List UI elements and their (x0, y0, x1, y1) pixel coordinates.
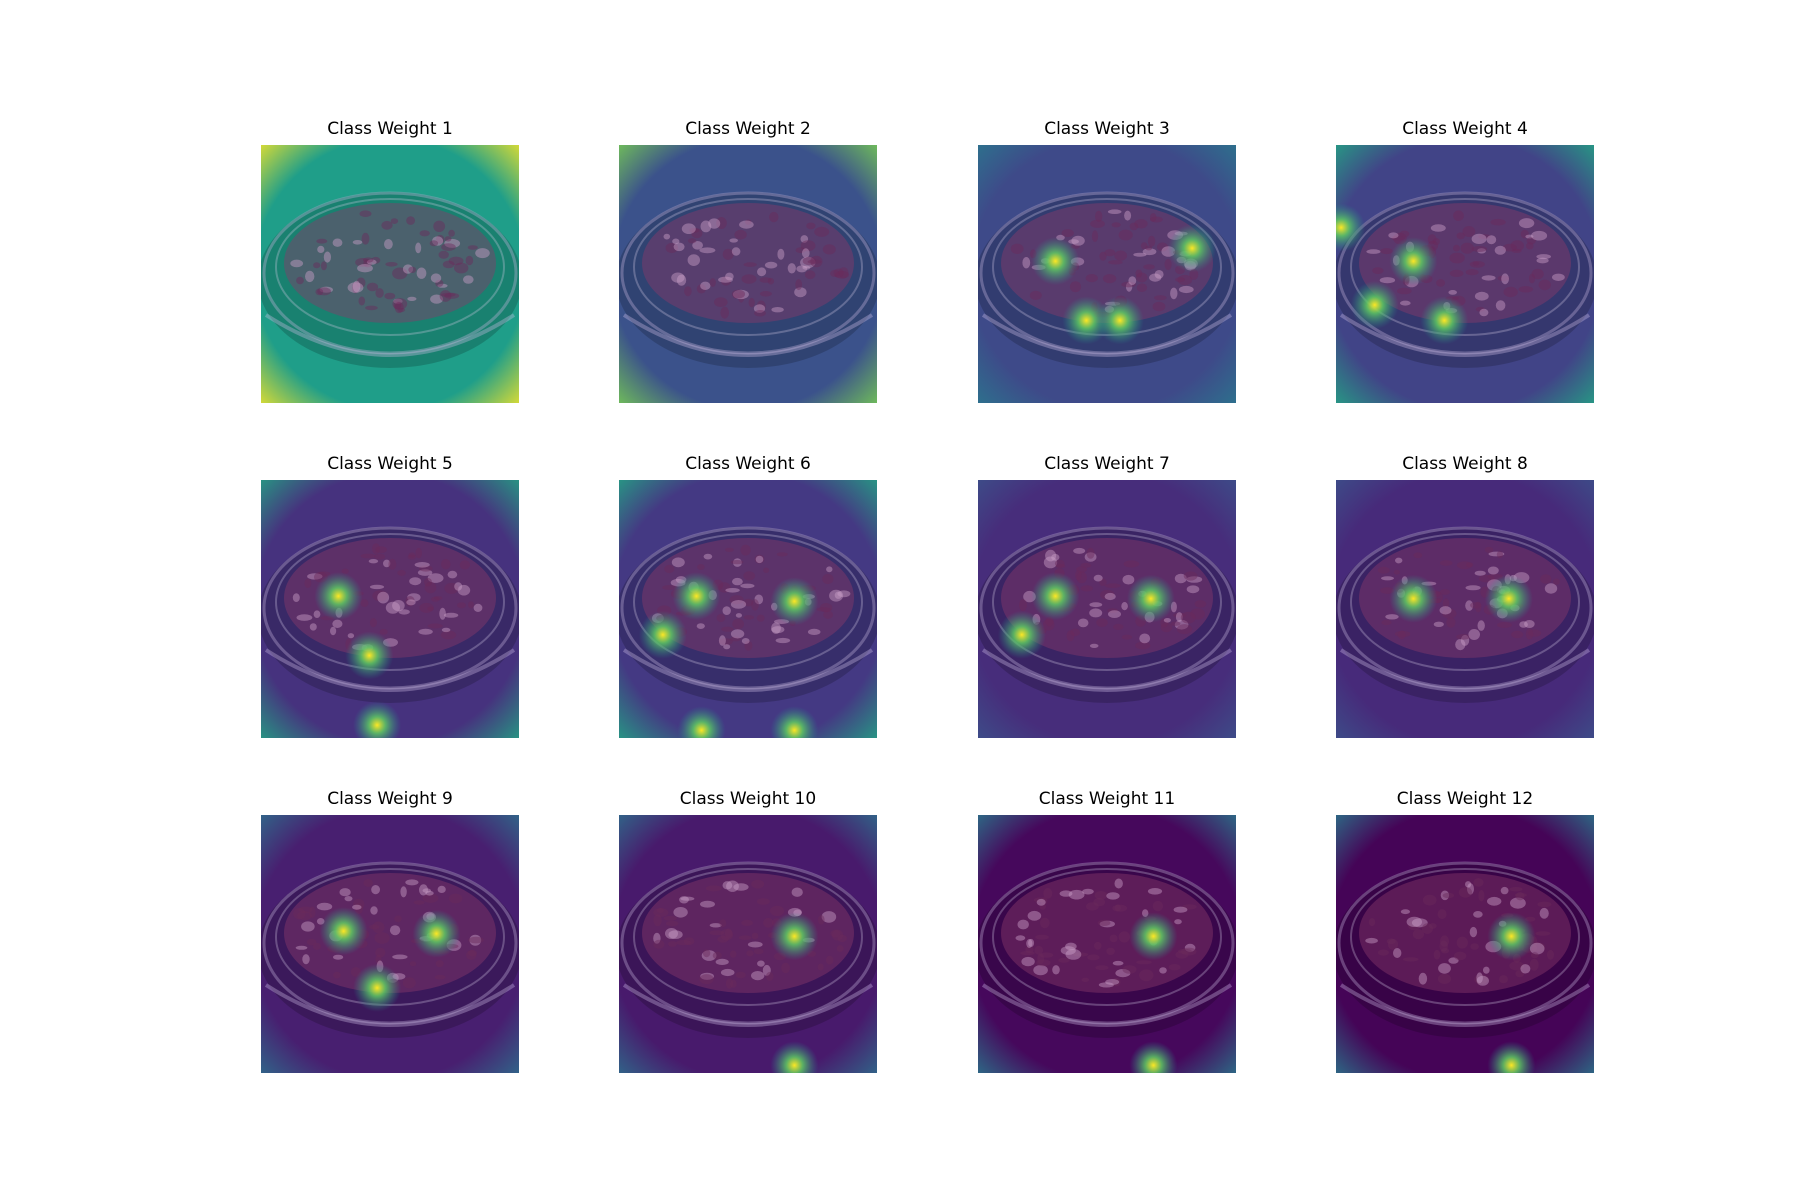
heatmap-image (619, 145, 877, 403)
heatmap-image (1336, 145, 1594, 403)
panel-title: Class Weight 1 (327, 119, 453, 139)
panel-title: Class Weight 8 (1402, 454, 1528, 474)
heatmap-image (1336, 815, 1594, 1073)
panel-title: Class Weight 5 (327, 454, 453, 474)
heatmap-image (261, 480, 519, 738)
heatmap-image (261, 815, 519, 1073)
panel-title: Class Weight 6 (685, 454, 811, 474)
panel-title: Class Weight 10 (679, 789, 817, 809)
heatmap-image (619, 480, 877, 738)
heatmap-image (619, 815, 877, 1073)
heatmap-image (1336, 480, 1594, 738)
panel-title: Class Weight 4 (1402, 119, 1528, 139)
panel-title: Class Weight 2 (685, 119, 811, 139)
panel-title: Class Weight 3 (1044, 119, 1170, 139)
panel-title: Class Weight 12 (1396, 789, 1534, 809)
heatmap-image (978, 145, 1236, 403)
panel-title: Class Weight 11 (1038, 789, 1176, 809)
panel-title: Class Weight 9 (327, 789, 453, 809)
heatmap-image (978, 480, 1236, 738)
heatmap-image (978, 815, 1236, 1073)
heatmap-image (261, 145, 519, 403)
panel-title: Class Weight 7 (1044, 454, 1170, 474)
